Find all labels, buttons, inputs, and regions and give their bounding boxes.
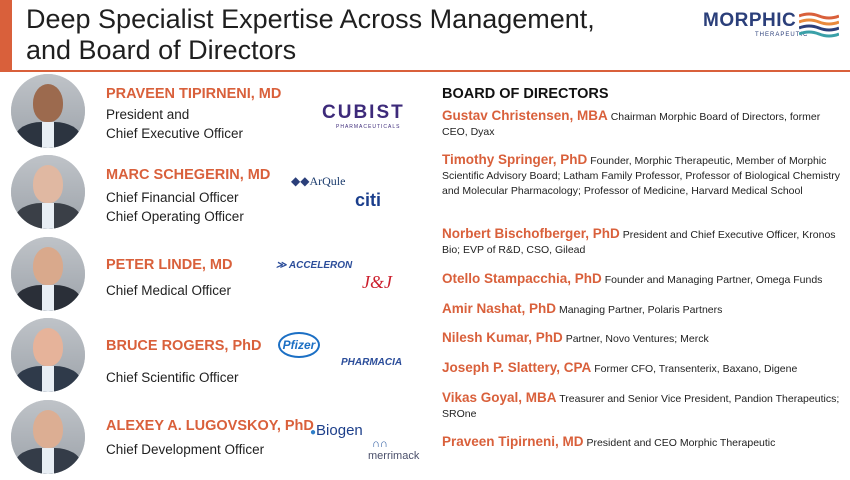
merrimack-logo-text: merrimack — [368, 450, 420, 462]
accent-bar — [0, 0, 12, 70]
person-role: Chief Development Officer — [106, 442, 265, 457]
cubist-logo-sub: PHARMACEUTICALS — [336, 124, 401, 130]
arqule-logo-text: ArQule — [309, 174, 346, 188]
board-member-desc: Partner, Novo Ventures; Merck — [562, 333, 709, 345]
person-name: PETER LINDE, MD — [106, 257, 233, 273]
avatar — [11, 237, 85, 311]
morphic-logo-sub: THERAPEUTIC — [755, 32, 809, 38]
pfizer-logo-text: Pfizer — [282, 338, 316, 352]
board-member: Praveen Tipirneni, MD President and CEO … — [442, 434, 842, 451]
person-schegerin: MARC SCHEGERIN, MD Chief Financial Offic… — [0, 155, 430, 235]
pfizer-logo: Pfizer — [278, 332, 320, 358]
board-member-desc: Managing Partner, Polaris Partners — [556, 304, 723, 316]
person-name: BRUCE ROGERS, PhD — [106, 338, 262, 354]
board-member: Otello Stampacchia, PhD Founder and Mana… — [442, 271, 842, 288]
person-tipirneni: PRAVEEN TIPIRNENI, MD President and Chie… — [0, 74, 430, 154]
person-role: Chief Financial Officer — [106, 190, 239, 205]
avatar — [11, 74, 85, 148]
jnj-logo-text: J&J — [362, 272, 392, 292]
biogen-logo-text: Biogen — [316, 422, 363, 439]
person-role: Chief Executive Officer — [106, 126, 244, 141]
board-member-desc: Founder and Managing Partner, Omega Fund… — [601, 274, 823, 286]
morphic-wave-icon — [799, 12, 839, 38]
board-member: Nilesh Kumar, PhD Partner, Novo Ventures… — [442, 330, 842, 347]
biogen-logo: ●Biogen — [310, 422, 363, 439]
board-member: Joseph P. Slattery, CPA Former CFO, Tran… — [442, 360, 842, 377]
avatar — [11, 155, 85, 229]
board-member-desc: Chairman Morphic Board of Directors, for… — [442, 111, 821, 138]
board-member: Vikas Goyal, MBA Treasurer and Senior Vi… — [442, 390, 842, 422]
board-member-name: Otello Stampacchia, PhD — [442, 271, 602, 286]
person-role: Chief Medical Officer — [106, 283, 232, 298]
arqule-logo: ◆◆ArQule — [291, 174, 345, 189]
person-role: Chief Operating Officer — [106, 209, 244, 224]
person-lugovskoy: ALEXEY A. LUGOVSKOY, PhD Chief Developme… — [0, 400, 430, 480]
board-member-desc: Treasurer and Senior Vice President, Pan… — [442, 393, 840, 420]
person-name: MARC SCHEGERIN, MD — [106, 167, 271, 183]
board-member-name: Timothy Springer, PhD — [442, 152, 588, 167]
pharmacia-logo: PHARMACIA — [341, 357, 402, 368]
pharmacia-logo-text: PHARMACIA — [341, 357, 403, 368]
citi-logo: citi — [355, 190, 381, 211]
person-name: PRAVEEN TIPIRNENI, MD — [106, 86, 282, 102]
board-member: Gustav Christensen, MBA Chairman Morphic… — [442, 108, 842, 140]
merrimack-logo: ∩∩ merrimack — [368, 438, 419, 462]
board-member: Amir Nashat, PhD Managing Partner, Polar… — [442, 301, 842, 318]
board-heading: BOARD OF DIRECTORS — [442, 86, 609, 102]
board-member-name: Amir Nashat, PhD — [442, 301, 557, 316]
board-member-name: Nilesh Kumar, PhD — [442, 330, 563, 345]
person-name: ALEXEY A. LUGOVSKOY, PhD — [106, 418, 314, 434]
board-member-desc: Founder, Morphic Therapeutic, Member of … — [442, 155, 840, 197]
avatar — [11, 400, 85, 474]
person-role: President and — [106, 107, 190, 122]
board-member-desc: Former CFO, Transenterix, Baxano, Digene — [591, 363, 798, 375]
page-title: Deep Specialist Expertise Across Managem… — [26, 4, 595, 66]
citi-logo-text: citi — [355, 190, 382, 210]
board-member-name: Joseph P. Slattery, CPA — [442, 360, 592, 375]
acceleron-swoosh-icon: ≫ — [276, 260, 287, 271]
person-rogers: BRUCE ROGERS, PhD Chief Scientific Offic… — [0, 318, 430, 398]
arqule-mark-icon: ◆◆ — [291, 174, 310, 188]
morphic-logo-word: MORPHIC — [703, 10, 797, 31]
morphic-logo: MORPHIC THERAPEUTIC — [703, 10, 839, 40]
header-rule — [0, 70, 850, 72]
board-member-name: Vikas Goyal, MBA — [442, 390, 557, 405]
board-member-name: Norbert Bischofberger, PhD — [442, 226, 620, 241]
person-linde: PETER LINDE, MD Chief Medical Officer — [0, 237, 430, 317]
board-member-desc: President and Chief Executive Officer, K… — [442, 229, 836, 256]
board-member-name: Praveen Tipirneni, MD — [442, 434, 584, 449]
merrimack-mark-icon: ∩∩ — [372, 438, 388, 450]
acceleron-logo-text: ACCELERON — [288, 260, 353, 271]
board-member: Norbert Bischofberger, PhD President and… — [442, 226, 842, 258]
board-member-desc: President and CEO Morphic Therapeutic — [583, 437, 776, 449]
acceleron-logo: ≫ ACCELERON — [276, 260, 352, 271]
avatar — [11, 318, 85, 392]
cubist-logo-text: CUBIST — [322, 102, 405, 123]
board-member: Timothy Springer, PhD Founder, Morphic T… — [442, 152, 842, 199]
cubist-logo: CUBIST PHARMACEUTICALS — [322, 102, 405, 130]
jnj-logo: J&J — [362, 272, 392, 293]
title-line-1: Deep Specialist Expertise Across Managem… — [26, 4, 595, 34]
board-member-name: Gustav Christensen, MBA — [442, 108, 608, 123]
person-role: Chief Scientific Officer — [106, 370, 239, 385]
biogen-mark-icon: ● — [310, 427, 317, 438]
title-line-2: and Board of Directors — [26, 35, 297, 65]
